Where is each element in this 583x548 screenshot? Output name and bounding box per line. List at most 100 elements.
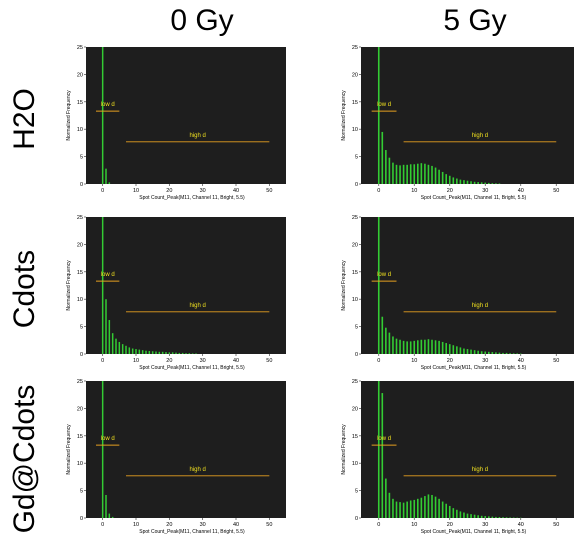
histogram-bar	[392, 498, 394, 518]
histogram-bar	[491, 352, 494, 354]
histogram-bar	[434, 340, 437, 354]
histogram-bar	[381, 131, 384, 184]
histogram-bar	[101, 381, 104, 518]
histogram-bar	[448, 344, 451, 354]
histogram-bar	[473, 350, 476, 354]
histogram-bar	[491, 516, 494, 518]
y-tick-label: 10	[352, 127, 358, 133]
histogram-bar	[175, 352, 177, 354]
x-tick-label: 30	[200, 522, 206, 528]
plot-area	[86, 47, 286, 184]
histogram-bar	[161, 351, 164, 354]
y-tick-label: 25	[352, 45, 358, 51]
y-tick-label: 10	[77, 127, 83, 133]
y-tick-label: 5	[355, 325, 358, 331]
histogram-bar	[498, 352, 501, 354]
histogram-bar	[509, 517, 511, 518]
x-tick-label: 10	[133, 358, 139, 364]
histogram-bar	[480, 515, 483, 518]
x-tick-label: 20	[166, 358, 172, 364]
histogram-bar	[441, 501, 444, 518]
histogram-h2o-0gy: 0 5 10 15 20 25 0 10 20 30 40 50 Spot Count_Peak(M11…	[66, 45, 286, 201]
x-tick-label: 20	[447, 522, 453, 528]
histogram-bar	[495, 516, 497, 518]
x-tick-label: 20	[447, 188, 453, 194]
histogram-bar	[424, 339, 426, 354]
histogram-bar	[105, 299, 107, 354]
gate-label: high d	[189, 133, 205, 139]
gate-label: low d	[101, 102, 115, 108]
histogram-bar	[477, 182, 479, 184]
x-axis-title: Spot Count_Peak(M11, Channel 11, Bright,…	[139, 529, 245, 535]
x-tick-label: 0	[101, 188, 104, 194]
x-tick-label: 30	[200, 188, 206, 194]
x-tick-label: 10	[411, 522, 417, 528]
x-tick-label: 0	[101, 522, 104, 528]
histogram-bar	[480, 351, 483, 354]
gate-label: high d	[472, 303, 488, 309]
histogram-bar	[402, 164, 405, 184]
x-tick-label: 30	[482, 188, 488, 194]
histogram-bar	[452, 177, 455, 184]
histogram-bar	[441, 341, 444, 354]
histogram-bar	[480, 182, 483, 184]
y-tick-label: 10	[352, 297, 358, 303]
x-tick-label: 0	[377, 522, 380, 528]
histogram-bar	[181, 352, 184, 354]
histogram-bar	[484, 182, 487, 184]
y-tick-label: 15	[352, 270, 358, 276]
x-tick-label: 0	[377, 188, 380, 194]
histogram-bar	[111, 516, 114, 518]
histogram-bar	[516, 353, 518, 354]
histogram-bar	[121, 344, 124, 354]
y-tick-label: 25	[77, 215, 83, 221]
histogram-bar	[498, 517, 501, 518]
histogram-bar	[445, 343, 447, 354]
histogram-bar	[402, 340, 405, 354]
histogram-bar	[431, 339, 433, 354]
histogram-bar	[101, 47, 104, 184]
x-tick-label: 0	[101, 358, 104, 364]
histogram-bar	[377, 217, 380, 354]
y-tick-label: 5	[355, 155, 358, 161]
histogram-bar	[420, 339, 423, 354]
histogram-bar	[151, 351, 154, 354]
y-tick-label: 15	[352, 100, 358, 106]
gate-label: high d	[189, 303, 205, 309]
histogram-bar	[409, 500, 412, 518]
x-tick-label: 10	[411, 188, 417, 194]
histogram-bar	[420, 497, 423, 518]
histogram-bar	[101, 217, 104, 354]
y-tick-label: 25	[352, 215, 358, 221]
y-tick-label: 25	[77, 379, 83, 385]
histogram-bar	[424, 163, 426, 184]
histogram-bar	[488, 516, 490, 518]
histogram-bar	[108, 320, 111, 354]
histogram-bar	[155, 351, 157, 354]
histogram-bar	[470, 514, 472, 518]
histogram-bar	[399, 502, 401, 518]
row-label-h2o: H2O	[8, 88, 41, 150]
y-tick-label: 15	[352, 434, 358, 440]
histogram-bar	[125, 345, 127, 354]
x-tick-label: 50	[553, 358, 559, 364]
histogram-bar	[491, 183, 494, 184]
histogram-gd-cdots-0gy: 0 5 10 15 20 25 0 10 20 30 40 50 Spot Count_Peak(M11…	[66, 379, 286, 535]
histogram-bar	[406, 341, 408, 354]
y-axis-title: Normalized Frequency	[66, 90, 72, 141]
y-tick-label: 0	[355, 516, 358, 522]
y-tick-label: 5	[80, 325, 83, 331]
histogram-bar	[452, 508, 455, 518]
histogram-bar	[434, 167, 437, 184]
histogram-bar	[431, 165, 433, 184]
histogram-gd-cdots-5gy: 0 5 10 15 20 25 0 10 20 30 40 50 Spot Count_Peak(M11…	[341, 379, 574, 535]
x-tick-label: 50	[266, 522, 272, 528]
y-tick-label: 15	[77, 434, 83, 440]
y-axis-title: Normalized Frequency	[66, 424, 72, 475]
y-axis-title: Normalized Frequency	[341, 90, 347, 141]
y-tick-label: 15	[77, 270, 83, 276]
histogram-bar	[473, 514, 476, 518]
y-tick-label: 20	[352, 242, 358, 248]
histogram-bar	[484, 516, 487, 518]
histogram-bar	[445, 174, 447, 184]
